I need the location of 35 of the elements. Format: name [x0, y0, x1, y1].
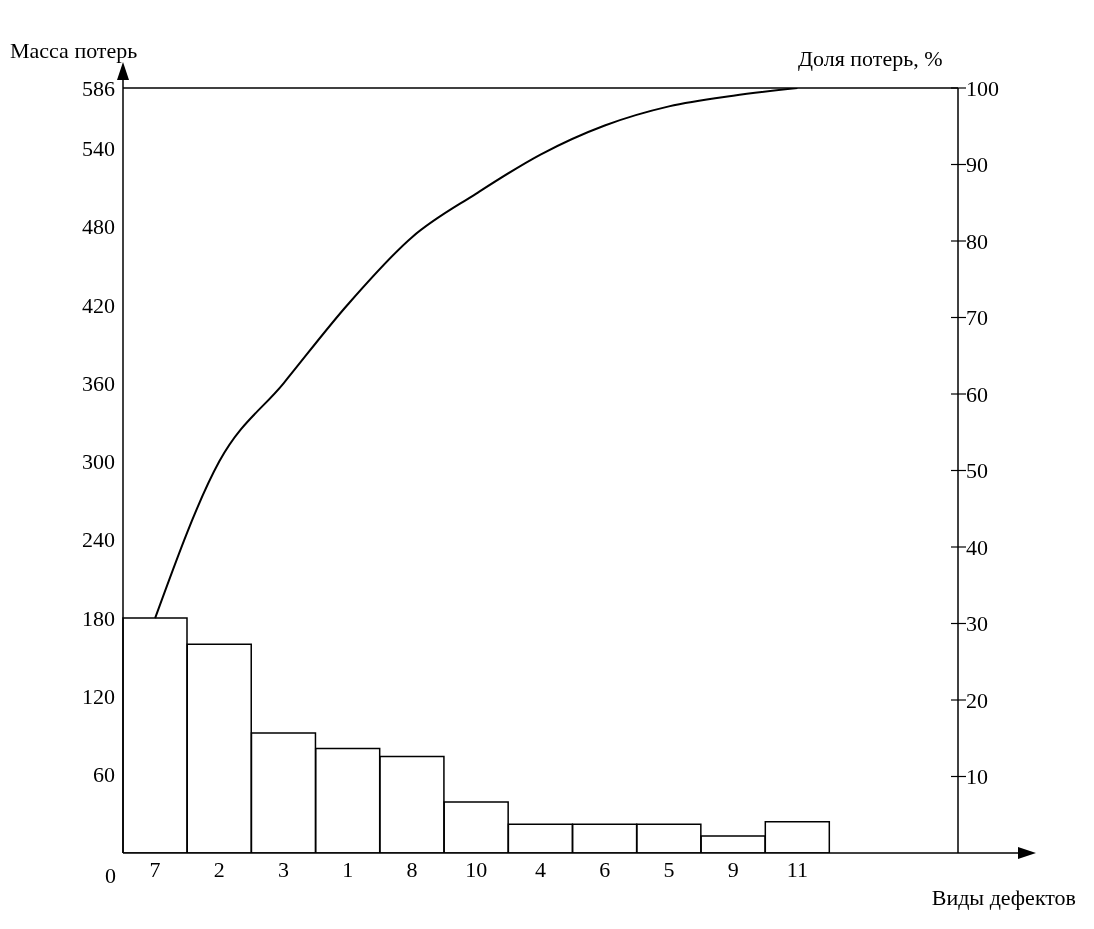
- x-tick-label: 1: [342, 856, 354, 882]
- y-tick-label: 540: [82, 135, 115, 161]
- y-tick-label: 60: [93, 762, 115, 788]
- text: 0: [105, 863, 116, 889]
- y-tick-label: 240: [82, 527, 115, 553]
- x-tick-label: 5: [663, 856, 675, 882]
- y-tick-label: 360: [82, 370, 115, 396]
- y-tick-label: 420: [82, 292, 115, 318]
- x-tick-label: 10: [465, 856, 488, 882]
- x-tick-label: 11: [786, 856, 809, 882]
- y-tick-label: 180: [82, 605, 115, 631]
- y2-tick-label: 70: [966, 305, 988, 331]
- y-axis-title: Масса потерь: [10, 38, 138, 64]
- y2-tick-label: 50: [966, 458, 988, 484]
- y2-tick-label: 10: [966, 764, 988, 790]
- x-axis-title: Виды дефектов: [931, 885, 1076, 911]
- y2-tick-label: 40: [966, 534, 988, 560]
- y2-tick-label: 90: [966, 152, 988, 178]
- x-tick-label: 8: [406, 856, 418, 882]
- y2-tick-label: 60: [966, 381, 988, 407]
- y2-tick-label: 30: [966, 611, 988, 637]
- x-tick-label: 6: [599, 856, 611, 882]
- x-tick-label: 4: [535, 856, 546, 882]
- y2-tick-label: 80: [966, 228, 988, 254]
- y-tick-label: 120: [82, 684, 115, 710]
- x-tick-label: 2: [213, 856, 225, 882]
- y2-axis-title: Доля потерь, %: [798, 46, 943, 72]
- y-tick-label: 480: [82, 214, 115, 240]
- y2-tick-label: 20: [966, 687, 988, 713]
- y-tick-label: 300: [82, 449, 115, 475]
- x-tick-label: 3: [278, 856, 290, 882]
- x-tick-label: 7: [149, 856, 161, 882]
- y-tick-label: 586: [82, 75, 115, 101]
- y2-tick-label: 100: [966, 75, 999, 101]
- x-tick-label: 9: [727, 856, 739, 882]
